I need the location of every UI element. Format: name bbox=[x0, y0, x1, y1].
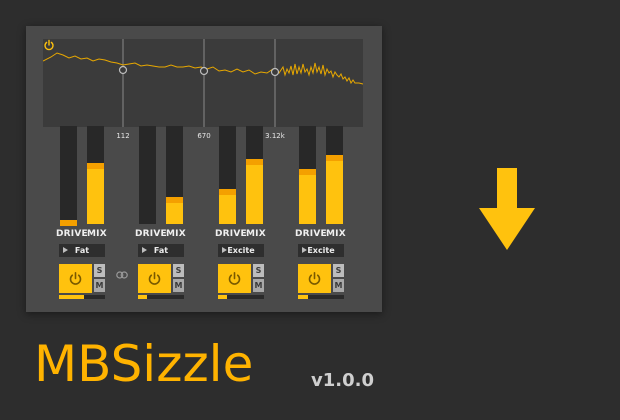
output-level-meter bbox=[59, 295, 105, 299]
mix-label: MIX bbox=[246, 229, 266, 239]
output-level-meter bbox=[298, 295, 344, 299]
drive-label: DRIVE bbox=[295, 229, 327, 239]
mix-label: MIX bbox=[87, 229, 107, 239]
power-icon bbox=[148, 271, 161, 285]
preset-selector[interactable]: Fat bbox=[59, 244, 105, 257]
drive-fill bbox=[219, 188, 236, 224]
plugin-window: 112 670 3.12k DRIVE MIX Fat S M DRIVE MI… bbox=[26, 26, 382, 312]
drive-label: DRIVE bbox=[56, 229, 88, 239]
power-icon bbox=[228, 271, 241, 285]
play-triangle-icon bbox=[63, 247, 68, 253]
drive-label: DRIVE bbox=[135, 229, 167, 239]
preset-selector[interactable]: Excite bbox=[218, 244, 264, 257]
mix-slider[interactable] bbox=[246, 126, 263, 224]
crossover-label-2: 670 bbox=[197, 132, 211, 140]
crossover-handle-1[interactable] bbox=[118, 65, 128, 75]
preset-name: Excite bbox=[307, 246, 335, 255]
drive-label: DRIVE bbox=[215, 229, 247, 239]
preset-selector[interactable]: Fat bbox=[138, 244, 184, 257]
spectrum-curve bbox=[43, 52, 363, 85]
preset-name: Excite bbox=[227, 246, 255, 255]
drive-fill bbox=[60, 220, 77, 226]
drive-slider[interactable] bbox=[219, 126, 236, 224]
output-level-fill bbox=[218, 295, 228, 299]
power-icon bbox=[69, 271, 82, 285]
band-3: DRIVE MIX Excite S M bbox=[215, 126, 274, 302]
output-level-fill bbox=[59, 295, 85, 299]
output-level-meter bbox=[138, 295, 184, 299]
drive-slider[interactable] bbox=[299, 126, 316, 224]
mix-fill bbox=[246, 159, 263, 224]
play-triangle-icon bbox=[302, 247, 307, 253]
spectrum-graph bbox=[43, 39, 363, 127]
mix-label: MIX bbox=[166, 229, 186, 239]
mix-slider[interactable] bbox=[326, 126, 343, 224]
band-2: DRIVE MIX Fat S M bbox=[135, 126, 194, 302]
solo-button[interactable]: S bbox=[173, 264, 184, 277]
band-power-button[interactable] bbox=[59, 264, 92, 293]
output-level-fill bbox=[138, 295, 148, 299]
crossover-label-1: 112 bbox=[116, 132, 130, 140]
output-level-meter bbox=[218, 295, 264, 299]
link-icon[interactable] bbox=[116, 271, 128, 279]
mix-slider[interactable] bbox=[166, 126, 183, 224]
spectrum-display[interactable] bbox=[43, 39, 363, 127]
solo-button[interactable]: S bbox=[94, 264, 105, 277]
mute-button[interactable]: M bbox=[173, 279, 184, 292]
power-icon bbox=[308, 271, 321, 285]
mix-slider[interactable] bbox=[87, 126, 104, 224]
mute-button[interactable]: M bbox=[333, 279, 344, 292]
preset-selector[interactable]: Excite bbox=[298, 244, 344, 257]
play-triangle-icon bbox=[142, 247, 147, 253]
band-power-button[interactable] bbox=[218, 264, 251, 293]
mix-fill bbox=[87, 163, 104, 224]
mute-button[interactable]: M bbox=[253, 279, 264, 292]
arrow-down-icon bbox=[479, 168, 535, 250]
band-power-button[interactable] bbox=[138, 264, 171, 293]
drive-slider[interactable] bbox=[139, 126, 156, 224]
solo-button[interactable]: S bbox=[333, 264, 344, 277]
mix-fill bbox=[326, 155, 343, 224]
drive-slider[interactable] bbox=[60, 126, 77, 226]
band-power-button[interactable] bbox=[298, 264, 331, 293]
crossover-handle-2[interactable] bbox=[199, 66, 209, 76]
mute-button[interactable]: M bbox=[94, 279, 105, 292]
preset-name: Fat bbox=[74, 246, 90, 255]
mix-label: MIX bbox=[326, 229, 346, 239]
band-4: DRIVE MIX Excite S M bbox=[295, 126, 354, 302]
version-label: v1.0.0 bbox=[311, 370, 374, 391]
crossover-handle-3[interactable] bbox=[270, 67, 280, 77]
drive-fill bbox=[299, 169, 316, 224]
band-1: DRIVE MIX Fat S M bbox=[56, 126, 115, 302]
preset-name: Fat bbox=[153, 246, 169, 255]
crossover-label-3: 3.12k bbox=[265, 132, 285, 140]
product-title: MBSizzle bbox=[34, 335, 254, 393]
output-level-fill bbox=[298, 295, 309, 299]
power-icon[interactable] bbox=[43, 39, 55, 51]
mix-fill bbox=[166, 196, 183, 224]
play-triangle-icon bbox=[222, 247, 227, 253]
solo-button[interactable]: S bbox=[253, 264, 264, 277]
